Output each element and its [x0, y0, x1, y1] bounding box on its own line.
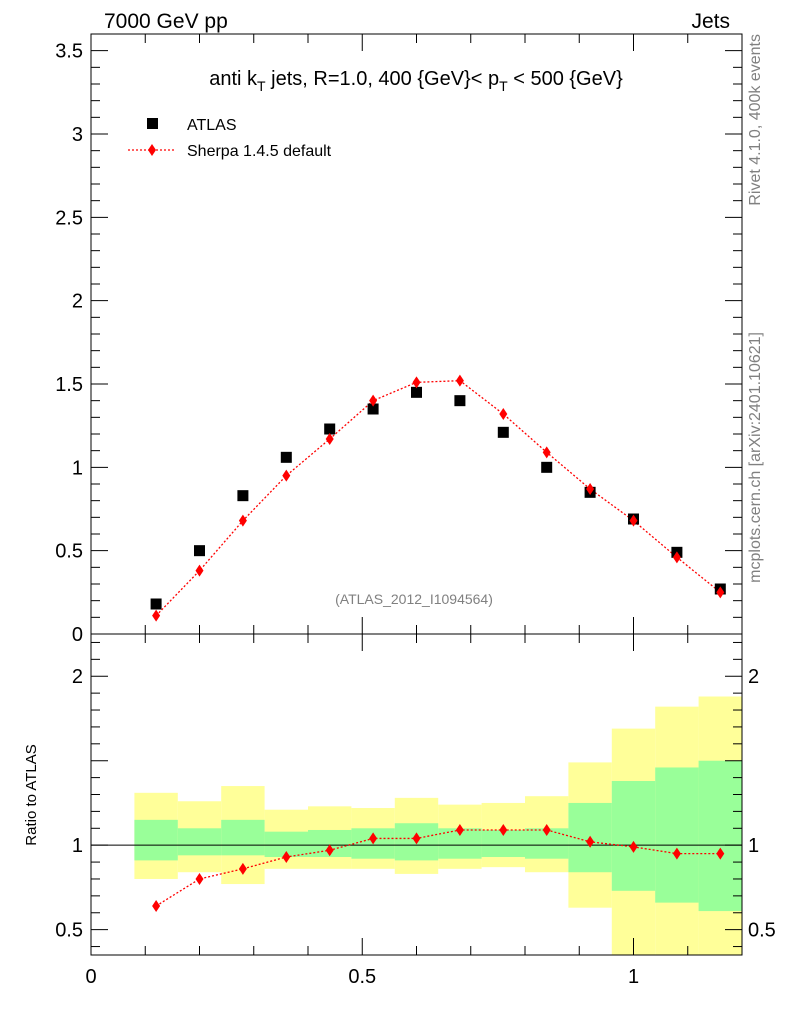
main-y-tick-label: 2 [72, 291, 83, 313]
ratio-y-tick-label-left: 1 [72, 835, 83, 857]
ratio-x-tick-label: 0.5 [348, 966, 376, 988]
ratio-panel: 0.5 0.51 12 2 0 0.5 1 Ratio to ATLAS [23, 633, 776, 988]
main-data [150, 374, 726, 622]
sherpa-point [672, 551, 681, 564]
ratio-stat-band [698, 760, 742, 912]
ratio-axis-ticks [90, 634, 743, 955]
ratio-sherpa-point [412, 832, 421, 845]
ratio-stat-band [177, 828, 222, 856]
ratio-bands [134, 696, 742, 955]
atlas-point [237, 490, 249, 502]
sherpa-point [325, 433, 334, 445]
ratio-y-tick-label-left: 2 [72, 666, 83, 688]
sherpa-point [412, 376, 421, 389]
atlas-point [150, 598, 162, 610]
ratio-y-axis-label: Ratio to ATLAS [23, 744, 40, 845]
sherpa-point [238, 514, 247, 527]
sherpa-point [369, 394, 378, 407]
sherpa-point [499, 408, 508, 420]
main-y-tick-label: 0 [72, 624, 83, 646]
main-y-tick-label: 3 [72, 124, 83, 146]
ratio-y-tick-label-right: 0.5 [748, 920, 776, 942]
header-left: 7000 GeV pp [104, 10, 228, 33]
ratio-sherpa-point [672, 847, 681, 860]
ratio-sherpa-point [152, 900, 161, 913]
header-right: Jets [691, 10, 730, 33]
main-y-tick-label: 3.5 [55, 41, 83, 63]
sherpa-point [455, 374, 464, 387]
ratio-stat-band [655, 767, 699, 903]
sherpa-point [716, 586, 725, 599]
sherpa-point [542, 446, 551, 459]
atlas-point [324, 423, 336, 435]
atlas-point [541, 461, 553, 473]
ratio-sherpa-point [369, 832, 378, 845]
ratio-x-tick-label: 0 [85, 966, 96, 988]
ratio-stat-band [611, 780, 656, 891]
main-y-tick-labels: 0 0.5 1 1.5 2 2.5 3 3.5 [55, 41, 83, 646]
atlas-point [454, 395, 466, 407]
ratio-frame [90, 633, 743, 956]
ratio-sherpa-point [455, 823, 464, 836]
legend-sherpa-marker [148, 144, 156, 156]
main-y-tick-label: 0.5 [55, 541, 83, 563]
atlas-point [280, 451, 292, 463]
ratio-y-tick-label-right: 1 [748, 835, 759, 857]
ratio-sherpa-line [155, 829, 721, 907]
sherpa-point [152, 609, 161, 622]
ratio-sherpa-point [716, 847, 725, 860]
sherpa-point [282, 469, 291, 482]
ratio-y-tick-label-left: 0.5 [55, 920, 83, 942]
sherpa-point [629, 514, 638, 527]
main-title: anti kT jets, R=1.0, 400 {GeV}< pT < 500… [209, 68, 623, 94]
legend-atlas-marker [147, 118, 158, 129]
sherpa-point [195, 564, 204, 577]
rivet-label: Rivet 4.1.0, 400k events [747, 34, 764, 206]
mcplots-label: mcplots.cern.ch [arXiv:2401.10621] [747, 332, 764, 583]
main-panel: 0 0.5 1 1.5 2 2.5 3 3.5 anti kT jets, R=1.0, 40… [55, 33, 743, 646]
main-y-tick-label: 1.5 [55, 374, 83, 396]
ratio-stat-band [134, 819, 178, 861]
legend: ATLAS Sherpa 1.4.5 default [128, 117, 332, 160]
ratio-sherpa-point [282, 851, 291, 864]
ratio-sherpa-point [499, 823, 508, 836]
ratio-sherpa-point [195, 872, 204, 885]
ratio-sherpa-point [629, 840, 638, 853]
ratio-y-tick-label-right: 2 [748, 666, 759, 688]
atlas-point [194, 545, 205, 557]
ratio-x-tick-labels: 0 0.5 1 [85, 966, 639, 988]
ratio-sherpa-point [586, 835, 595, 848]
analysis-watermark: (ATLAS_2012_I1094564) [335, 591, 493, 607]
legend-sherpa-label: Sherpa 1.4.5 default [187, 143, 332, 160]
ratio-data [152, 823, 725, 913]
ratio-x-tick-label: 1 [628, 966, 639, 988]
ratio-sherpa-point [238, 862, 247, 875]
ratio-sherpa-point [325, 844, 334, 857]
ratio-sherpa-point [542, 823, 551, 836]
atlas-point [411, 386, 422, 398]
atlas-point [367, 403, 379, 415]
legend-atlas-label: ATLAS [187, 117, 237, 134]
sherpa-point [586, 483, 595, 495]
atlas-point [497, 426, 509, 438]
main-y-tick-label: 2.5 [55, 207, 83, 229]
main-y-tick-label: 1 [72, 457, 83, 479]
ratio-y-tick-labels: 0.5 0.5 1 1 2 2 [55, 666, 776, 941]
ratio-stat-band [221, 819, 265, 856]
